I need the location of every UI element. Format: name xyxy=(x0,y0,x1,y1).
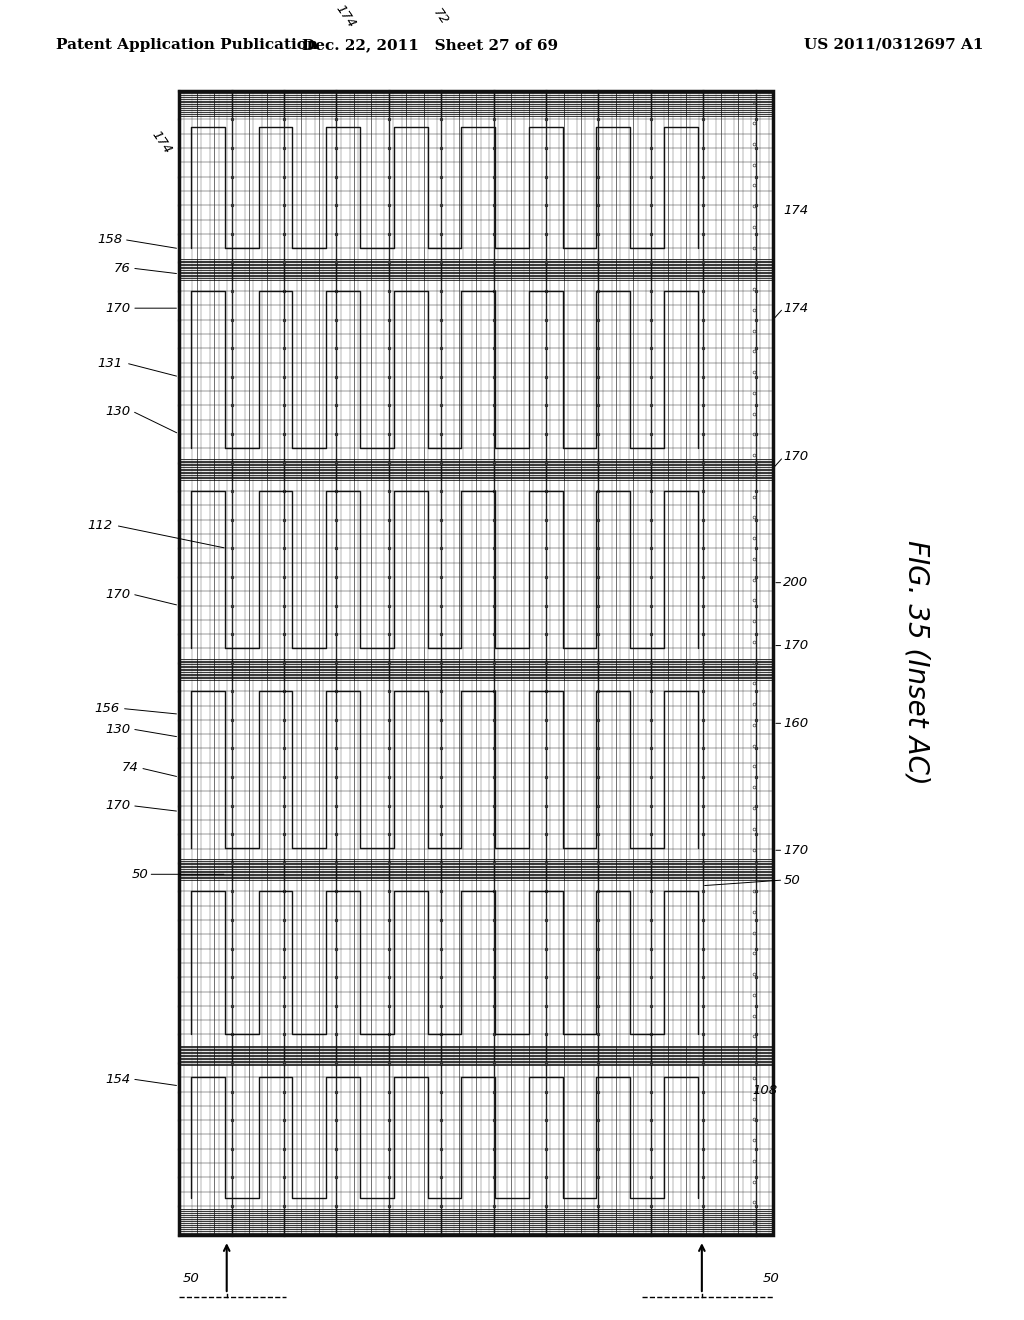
Text: 174: 174 xyxy=(783,302,809,314)
Text: 50: 50 xyxy=(783,874,800,887)
Bar xyxy=(179,459,773,479)
Text: 170: 170 xyxy=(104,302,130,314)
Bar xyxy=(179,91,773,1234)
Text: 170: 170 xyxy=(104,587,130,601)
Text: 130: 130 xyxy=(104,405,130,417)
Text: 156: 156 xyxy=(94,702,120,715)
Text: 158: 158 xyxy=(97,234,123,246)
Text: FIG. 35 (Inset AC): FIG. 35 (Inset AC) xyxy=(902,540,931,785)
Text: 174: 174 xyxy=(783,205,809,218)
Text: 200: 200 xyxy=(783,576,809,589)
Bar xyxy=(179,1209,773,1234)
Text: 50: 50 xyxy=(763,1271,779,1284)
Text: 76: 76 xyxy=(114,261,130,275)
Text: 170: 170 xyxy=(783,639,809,652)
Bar xyxy=(179,859,773,880)
Text: 74: 74 xyxy=(122,762,138,775)
Text: 50: 50 xyxy=(183,1271,200,1284)
Bar xyxy=(179,659,773,680)
Text: US 2011/0312697 A1: US 2011/0312697 A1 xyxy=(804,38,983,51)
Text: 131: 131 xyxy=(97,356,123,370)
Text: Patent Application Publication: Patent Application Publication xyxy=(56,38,318,51)
Text: 112: 112 xyxy=(87,519,113,532)
Bar xyxy=(179,1045,773,1065)
Text: Dec. 22, 2011   Sheet 27 of 69: Dec. 22, 2011 Sheet 27 of 69 xyxy=(302,38,558,51)
Text: 108: 108 xyxy=(753,1084,778,1097)
Bar xyxy=(179,91,773,1234)
Text: 170: 170 xyxy=(104,799,130,812)
Bar xyxy=(179,91,773,1234)
Text: 154: 154 xyxy=(104,1073,130,1085)
Text: 160: 160 xyxy=(783,717,809,730)
Bar xyxy=(179,259,773,280)
Text: 170: 170 xyxy=(783,450,809,463)
Text: 72: 72 xyxy=(430,7,451,28)
Bar xyxy=(179,91,773,116)
Text: 174: 174 xyxy=(150,128,174,156)
Text: 50: 50 xyxy=(132,867,148,880)
Text: 174: 174 xyxy=(333,3,358,30)
Text: 170: 170 xyxy=(783,843,809,857)
Text: 130: 130 xyxy=(104,722,130,735)
